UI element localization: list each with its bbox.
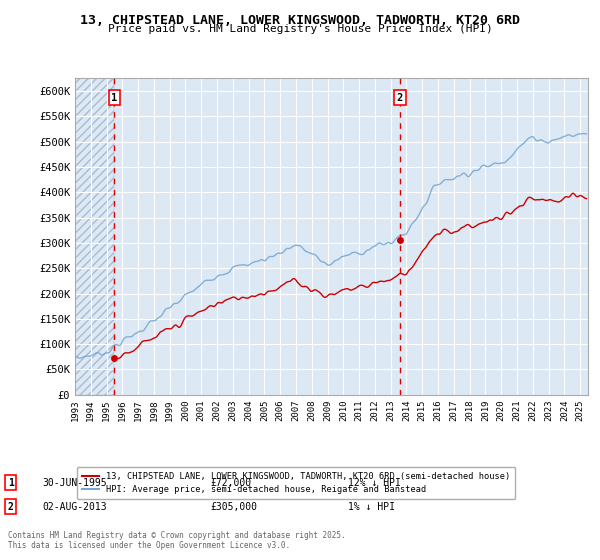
- Text: 2: 2: [397, 92, 403, 102]
- Text: 1% ↓ HPI: 1% ↓ HPI: [348, 502, 395, 512]
- Text: 2: 2: [8, 502, 14, 512]
- Text: 13, CHIPSTEAD LANE, LOWER KINGSWOOD, TADWORTH, KT20 6RD: 13, CHIPSTEAD LANE, LOWER KINGSWOOD, TAD…: [80, 14, 520, 27]
- Bar: [75, 78, 115, 395]
- Text: 1: 1: [112, 92, 118, 102]
- Text: 1: 1: [8, 478, 14, 488]
- Legend: 13, CHIPSTEAD LANE, LOWER KINGSWOOD, TADWORTH, KT20 6RD (semi-detached house), H: 13, CHIPSTEAD LANE, LOWER KINGSWOOD, TAD…: [77, 467, 515, 499]
- Text: 02-AUG-2013: 02-AUG-2013: [42, 502, 107, 512]
- Text: £305,000: £305,000: [210, 502, 257, 512]
- Text: £72,000: £72,000: [210, 478, 251, 488]
- Text: Contains HM Land Registry data © Crown copyright and database right 2025.
This d: Contains HM Land Registry data © Crown c…: [8, 531, 346, 550]
- Text: 30-JUN-1995: 30-JUN-1995: [42, 478, 107, 488]
- Text: Price paid vs. HM Land Registry's House Price Index (HPI): Price paid vs. HM Land Registry's House …: [107, 24, 493, 34]
- Text: 12% ↓ HPI: 12% ↓ HPI: [348, 478, 401, 488]
